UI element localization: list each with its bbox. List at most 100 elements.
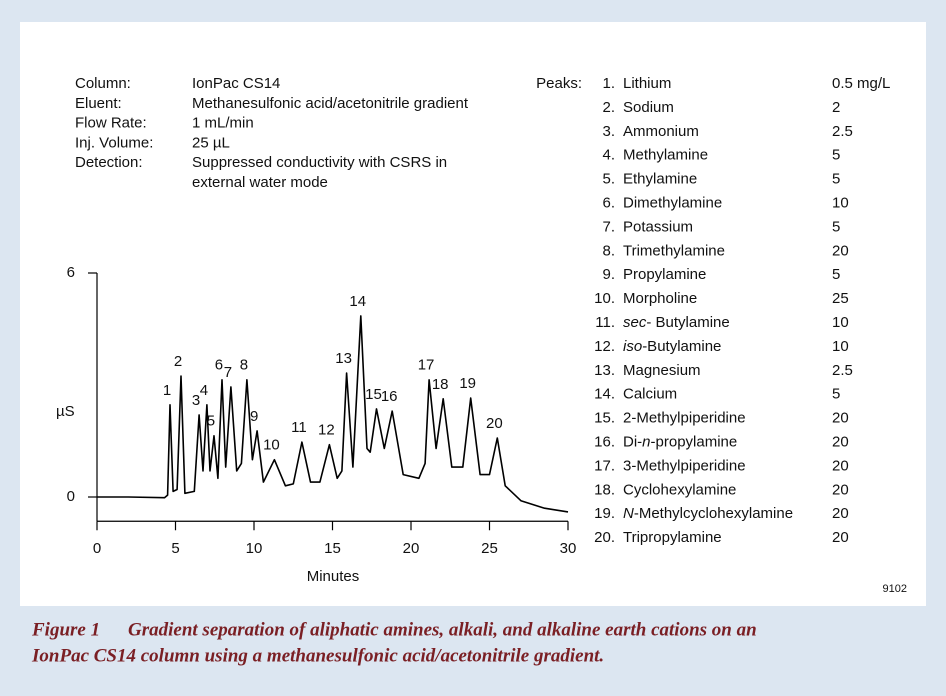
x-tick-label: 0 [93,540,101,557]
peak-label: 7 [224,364,232,381]
peak-number: 19. [594,505,615,522]
peak-name-part: Potassium [623,218,693,235]
y-tick-label: 0 [67,488,75,505]
peak-concentration: 20 [832,433,849,450]
y-axis-label: µS [56,403,75,420]
peak-name: Methylamine [623,147,708,164]
peak-number: 9. [602,266,615,283]
condition-label: Eluent: [75,95,122,112]
peak-name-part: -Methylcyclohexylamine [634,505,793,522]
peak-label: 11 [291,419,307,436]
peak-name: Propylamine [623,266,706,283]
peak-concentration: 20 [832,242,849,259]
peak-concentration: 10 [832,314,849,331]
peak-name: Ethylamine [623,171,697,188]
condition-value: Suppressed conductivity with CSRS in [192,154,447,171]
caption-line: IonPac CS14 column using a methanesulfon… [31,645,604,666]
peak-name: iso-Butylamine [623,338,721,355]
peak-name: Morpholine [623,290,697,307]
peak-number: 5. [602,171,615,188]
peak-label: 20 [486,415,503,432]
figure-code: 9102 [883,583,907,595]
peak-concentration: 20 [832,457,849,474]
peak-concentration: 20 [832,505,849,522]
caption-line: Gradient separation of aliphatic amines,… [128,619,757,640]
peak-name-part: -Butylamine [642,338,721,355]
condition-value: 1 mL/min [192,115,254,132]
peak-name-part: Calcium [623,386,677,403]
x-tick-label: 25 [481,540,498,557]
peak-concentration: 5 [832,386,840,403]
peak-number: 16. [594,433,615,450]
peak-concentration: 20 [832,410,849,427]
peak-name-part: Morpholine [623,290,697,307]
peak-label: 18 [432,376,449,393]
peak-label: 12 [318,422,335,439]
peak-number: 10. [594,290,615,307]
peak-name-part: Propylamine [623,266,706,283]
peak-name: Tripropylamine [623,529,722,546]
peak-number: 7. [602,218,615,235]
peak-label: 14 [349,293,366,310]
peak-concentration: 2 [832,99,840,116]
peak-name: N-Methylcyclohexylamine [623,505,793,522]
peak-name-part: Dimethylamine [623,194,722,211]
peak-concentration: 20 [832,481,849,498]
peak-number: 3. [602,123,615,140]
peak-number: 1. [602,75,615,92]
peak-label: 1 [163,382,171,399]
peak-name-part: Methylamine [623,147,708,164]
peak-name-part: 3-Methylpiperidine [623,457,746,474]
condition-value: external water mode [192,174,328,191]
peak-label: 10 [263,437,280,454]
peak-name-part: Tripropylamine [623,529,722,546]
peak-name-part: Sodium [623,99,674,116]
peak-concentration: 5 [832,266,840,283]
condition-value: IonPac CS14 [192,75,280,92]
condition-label: Flow Rate: [75,115,147,132]
peak-name-part: 2-Methylpiperidine [623,410,746,427]
peak-name-part: Di- [623,433,642,450]
peak-name-part: Trimethylamine [623,242,725,259]
peak-number: 2. [602,99,615,116]
condition-value: Methanesulfonic acid/acetonitrile gradie… [192,95,469,112]
peak-number: 12. [594,338,615,355]
x-axis-label: Minutes [307,568,360,585]
y-tick-label: 6 [67,264,75,281]
peak-label: 6 [215,357,223,374]
panel [20,22,926,606]
peak-name: Magnesium [623,362,701,379]
peak-name: Lithium [623,75,671,92]
peak-label: 16 [381,388,398,405]
peak-name: 2-Methylpiperidine [623,410,746,427]
peak-name-part: Magnesium [623,362,701,379]
peak-name: 3-Methylpiperidine [623,457,746,474]
peak-concentration: 25 [832,290,849,307]
x-tick-label: 5 [171,540,179,557]
peak-label: 17 [418,357,435,374]
peak-label: 8 [240,357,248,374]
peak-number: 20. [594,529,615,546]
peak-label: 15 [365,386,382,403]
peak-label: 9 [250,408,258,425]
peak-name-part: Ammonium [623,123,699,140]
peak-number: 18. [594,481,615,498]
peak-concentration: 20 [832,529,849,546]
peak-concentration: 5 [832,218,840,235]
peak-concentration: 0.5 mg/L [832,75,890,92]
peak-name: Ammonium [623,123,699,140]
condition-label: Inj. Volume: [75,134,153,151]
x-tick-label: 15 [324,540,341,557]
peak-name-part: iso [623,338,642,355]
peak-number: 11. [595,314,615,331]
peak-name: sec- Butylamine [623,314,730,331]
peak-name: Potassium [623,218,693,235]
peak-name-part: n [642,433,650,450]
peak-number: 14. [594,386,615,403]
peak-name-part: Ethylamine [623,171,697,188]
peak-number: 6. [602,194,615,211]
peak-number: 4. [602,147,615,164]
peak-name: Di-n-propylamine [623,433,737,450]
peak-label: 5 [207,413,215,430]
